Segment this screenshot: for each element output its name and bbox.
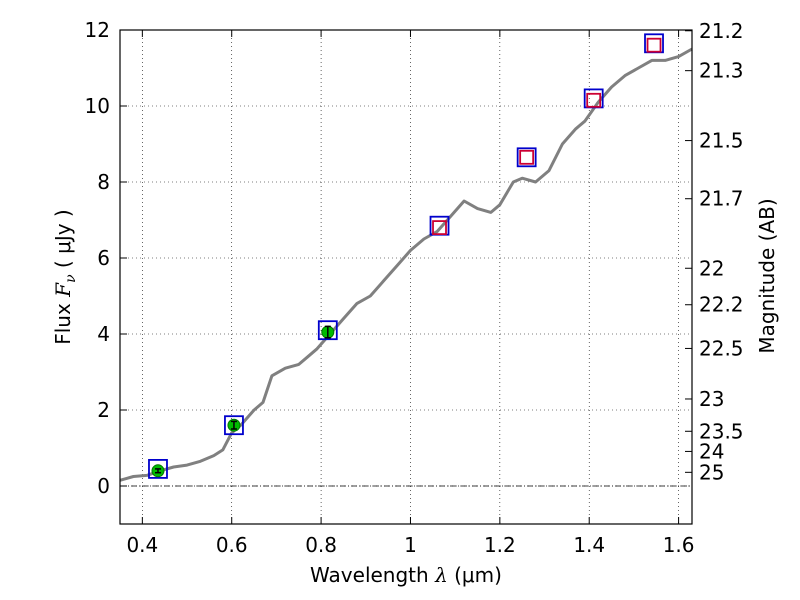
upper-limit-marker <box>646 37 662 53</box>
y-axis-label-subscript: ν <box>63 274 79 283</box>
x-tick-label: 1.2 <box>484 533 516 557</box>
right-tick-label: 23.5 <box>699 419 744 443</box>
x-tick-label: 0.8 <box>305 533 337 557</box>
model-band-marker <box>516 147 537 168</box>
y-tick-label: 10 <box>85 94 110 118</box>
right-tick-label: 21.2 <box>699 19 744 43</box>
plot-frame <box>119 29 693 525</box>
x-tick-label: 1.4 <box>573 533 605 557</box>
x-tick-label: 1 <box>404 533 417 557</box>
x-axis-label-symbol: λ <box>434 563 448 587</box>
x-axis-label-unit: μm <box>462 563 494 587</box>
model-band-marker <box>317 320 338 341</box>
right-tick-label: 24 <box>699 439 724 463</box>
right-tick-label: 25 <box>699 460 724 484</box>
upper-limit-marker <box>519 149 535 165</box>
y-tick-label: 12 <box>85 18 110 42</box>
x-tick-label: 0.6 <box>216 533 248 557</box>
right-tick-label: 22.5 <box>699 336 744 360</box>
y-axis-label-text: Flux <box>51 303 75 345</box>
upper-limit-marker <box>586 92 602 108</box>
right-tick-label: 22 <box>699 256 724 280</box>
model-band-marker <box>224 415 244 436</box>
y-tick-label: 2 <box>97 398 110 422</box>
right-axis-label: Magnitude (AB) <box>755 198 779 353</box>
right-tick-label: 21.7 <box>699 187 744 211</box>
x-tick-label: 0.4 <box>126 533 158 557</box>
y-axis-label: Flux Fν ( μJy ) <box>51 209 79 345</box>
right-tick-label: 22.2 <box>699 293 744 317</box>
y-tick-label: 4 <box>97 322 110 346</box>
right-tick-label: 21.3 <box>699 59 744 83</box>
x-axis-label-text: Wavelength <box>310 563 429 587</box>
grid <box>120 29 692 524</box>
y-tick-label: 0 <box>97 474 110 498</box>
x-axis-label: Wavelength λ (μm) <box>310 563 502 587</box>
right-tick-label: 21.5 <box>699 129 744 153</box>
y-axis-label-unit: μJy <box>51 223 75 254</box>
spectrum-line <box>119 47 693 482</box>
right-tick-label: 23 <box>699 387 724 411</box>
y-axis-label-symbol: F <box>51 282 75 298</box>
upper-limit-marker <box>432 220 447 236</box>
y-tick-label: 8 <box>97 170 110 194</box>
series-layer <box>119 33 693 482</box>
model-band-marker <box>148 458 168 479</box>
y-tick-label: 6 <box>97 246 110 270</box>
x-tick-label: 1.6 <box>663 533 695 557</box>
